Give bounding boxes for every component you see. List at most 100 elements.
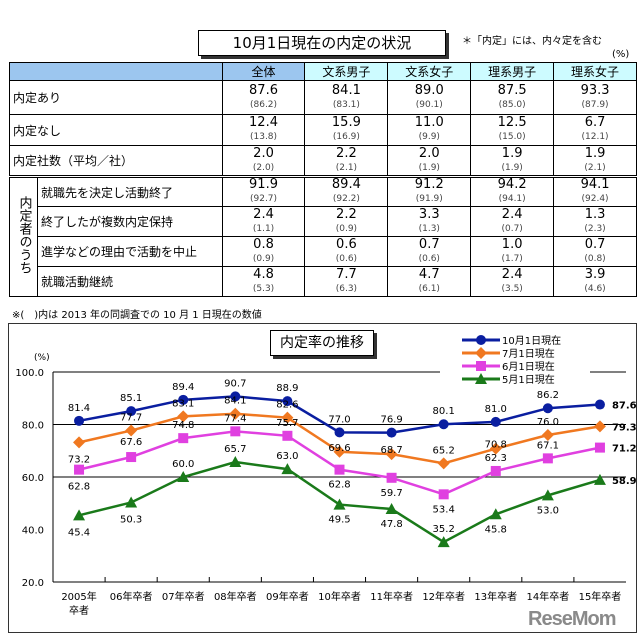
data-label: 50.3 (120, 514, 142, 525)
previous-value: (1.7) (501, 253, 523, 264)
current-value: 89.4 (331, 177, 361, 192)
previous-value: (0.9) (252, 253, 275, 264)
current-value: 0.7 (418, 236, 440, 252)
data-point (125, 496, 138, 508)
current-value: 1.0 (501, 236, 523, 252)
data-point (334, 427, 345, 438)
data-label: 83.1 (172, 398, 194, 409)
current-value: 87.6 (249, 82, 278, 98)
chart-title: 内定率の推移 (270, 330, 374, 356)
data-label: 82.6 (276, 400, 298, 411)
previous-value: (92.2) (332, 194, 360, 204)
data-label: 67.1 (537, 440, 559, 451)
data-label: 68.7 (380, 445, 402, 456)
current-value: 1.9 (501, 145, 523, 161)
legend-label: 7月1日現在 (502, 348, 555, 360)
table-row: 内定なし 12.4 (13.8) 15.9 (16.9) 11.0 (9.9) 12.5 (15… (9, 114, 637, 146)
data-label: 73.2 (68, 454, 90, 465)
previous-value: (5.3) (252, 283, 275, 294)
previous-value: (3.5) (501, 283, 523, 294)
x-tick-label: 2005年 (61, 590, 96, 603)
value-cell: 93.3 (87.9) (553, 80, 637, 115)
data-point (386, 427, 397, 438)
data-point (489, 442, 502, 455)
table-footnote: ※( )内は 2013 年の同調査での 10 月 1 日現在の数値 (12, 310, 262, 321)
legend-label: 10月1日現在 (502, 335, 561, 347)
data-label: 45.8 (485, 524, 507, 535)
data-label: 89.4 (172, 382, 194, 393)
current-value: 2.0 (418, 145, 440, 161)
legend-marker (476, 335, 486, 345)
previous-value: (92.7) (249, 194, 278, 204)
legend-marker (475, 373, 487, 384)
data-point (230, 391, 241, 402)
table-row: 進学などの理由で活動を中止 0.8 (0.9) 0.6 (0.6) 0.7 (0.6) 1.0… (10, 236, 637, 267)
data-label: 86.2 (537, 390, 559, 401)
data-label: 62.8 (68, 482, 90, 493)
data-label: 53.4 (433, 504, 455, 515)
previous-value: (0.9) (335, 223, 358, 234)
data-point (177, 471, 190, 482)
previous-value: (2.1) (335, 162, 358, 173)
data-point (74, 415, 85, 426)
data-point (334, 464, 345, 475)
x-tick-label: 10年卒者 (318, 590, 361, 603)
current-value: 2.4 (501, 266, 523, 282)
x-tick-label: 06年卒者 (110, 590, 153, 603)
value-cell: 12.5 (15.0) (470, 114, 555, 146)
data-point (333, 498, 346, 510)
data-label: 60.0 (172, 459, 194, 470)
x-tick-label: 13年卒者 (474, 590, 517, 603)
value-cell: 1.9 (2.1) (553, 145, 637, 177)
x-tick-label: 08年卒者 (214, 590, 257, 603)
previous-value: (0.6) (418, 253, 440, 264)
data-label: 77.7 (120, 413, 142, 424)
data-point (125, 424, 138, 437)
row-label: 進学などの理由で活動を中止 (36, 236, 223, 267)
previous-value: (0.6) (335, 253, 358, 264)
previous-value: (2.0) (252, 162, 275, 173)
value-cell: 94.2 (94.1) (470, 176, 555, 207)
table-unit: (%) (612, 49, 630, 60)
previous-value: (15.0) (498, 132, 526, 142)
data-label: 45.4 (68, 527, 90, 538)
value-cell: 7.7 (6.3) (304, 266, 389, 297)
x-tick-label: 15年卒者 (579, 590, 622, 603)
data-label: 67.6 (120, 437, 142, 448)
data-label: 71.2 (612, 444, 637, 455)
value-cell: 91.2 (91.9) (387, 176, 472, 207)
data-label: 85.1 (120, 393, 142, 404)
table-note: ＊「内定」には、内々定を含む (462, 36, 602, 47)
value-cell: 6.7 (12.1) (553, 114, 637, 146)
previous-value: (16.9) (332, 132, 360, 142)
data-point (490, 416, 501, 427)
previous-value: (87.9) (581, 99, 609, 110)
current-value: 0.7 (584, 236, 606, 252)
value-cell: 1.9 (1.9) (470, 145, 555, 177)
current-value: 0.6 (336, 236, 357, 252)
current-value: 94.1 (580, 177, 610, 192)
current-value: 3.9 (584, 266, 606, 282)
data-point (177, 410, 190, 423)
x-tick-label: 07年卒者 (162, 590, 205, 603)
value-cell: 11.0 (9.9) (387, 114, 472, 146)
value-cell: 3.9 (4.6) (553, 266, 637, 297)
data-label: 58.9 (612, 476, 637, 487)
data-label: 76.0 (537, 417, 559, 428)
data-point (437, 536, 450, 548)
y-tick-label: 80.0 (22, 421, 44, 432)
current-value: 2.4 (253, 206, 274, 222)
data-point (281, 463, 294, 475)
value-cell: 4.7 (6.1) (387, 266, 472, 297)
value-cell: 4.8 (5.3) (221, 266, 306, 297)
current-value: 2.0 (253, 145, 274, 161)
column-header: 文系女子 (387, 62, 472, 81)
offer-status-table: 全体 文系男子 文系女子 理系男子 理系女子 内定あり 87.6 (86.2) 84.1 (83.… (9, 62, 637, 297)
data-label: 90.7 (224, 378, 246, 389)
previous-value: (1.9) (501, 162, 523, 173)
previous-value: (83.1) (332, 99, 360, 110)
current-value: 89.0 (414, 82, 444, 98)
value-cell: 2.4 (3.5) (470, 266, 555, 297)
table-row: 内定あり 87.6 (86.2) 84.1 (83.1) 89.0 (90.1) 87.5 (8… (9, 80, 637, 115)
legend-label: 5月1日現在 (502, 374, 555, 386)
